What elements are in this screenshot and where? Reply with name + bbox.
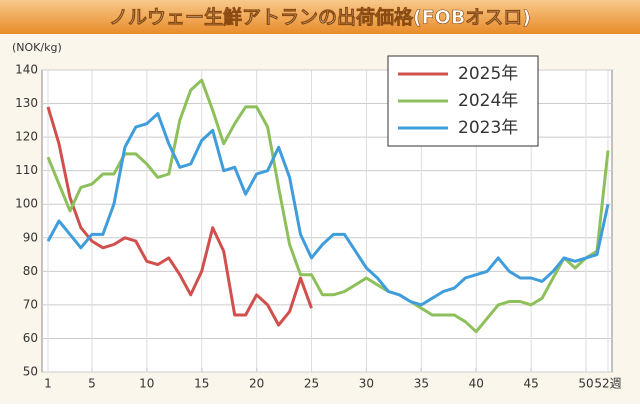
x-tick-label: 25: [304, 377, 319, 391]
x-tick-label: 30: [359, 377, 374, 391]
series-line: [46, 78, 610, 334]
series-line: [46, 106, 313, 327]
y-tick-label: 110: [15, 163, 38, 177]
y-tick-label: 100: [15, 197, 38, 211]
y-tick-label: 140: [15, 63, 38, 77]
x-tick-label: 50: [578, 377, 593, 391]
y-tick-label: 60: [23, 331, 38, 345]
x-tick-label: 20: [249, 377, 264, 391]
y-axis-label: (NOK/kg): [12, 41, 62, 54]
x-tick-label: 45: [523, 377, 538, 391]
legend-label: 2025年: [458, 64, 518, 84]
x-tick-label: 35: [414, 377, 429, 391]
y-tick-label: 90: [23, 230, 38, 244]
y-tick-label: 80: [23, 264, 38, 278]
chart-title: ノルウェー生鮮アトランの出荷価格(FOBオスロ): [109, 6, 531, 29]
x-tick-label: 1: [44, 377, 52, 391]
x-tick-label: 5: [88, 377, 96, 391]
y-tick-label: 120: [15, 130, 38, 144]
legend-label: 2024年: [458, 91, 518, 111]
series-line: [46, 112, 610, 307]
legend-label: 2023年: [458, 118, 518, 138]
y-tick-label: 70: [23, 297, 38, 311]
title-banner: [0, 0, 640, 34]
x-tick-label: 40: [469, 377, 484, 391]
x-tick-label: 10: [139, 377, 154, 391]
x-tick-label: 15: [194, 377, 209, 391]
x-tick-label: 52週: [594, 377, 621, 391]
y-tick-label: 130: [15, 96, 38, 110]
y-tick-label: 50: [23, 365, 38, 379]
